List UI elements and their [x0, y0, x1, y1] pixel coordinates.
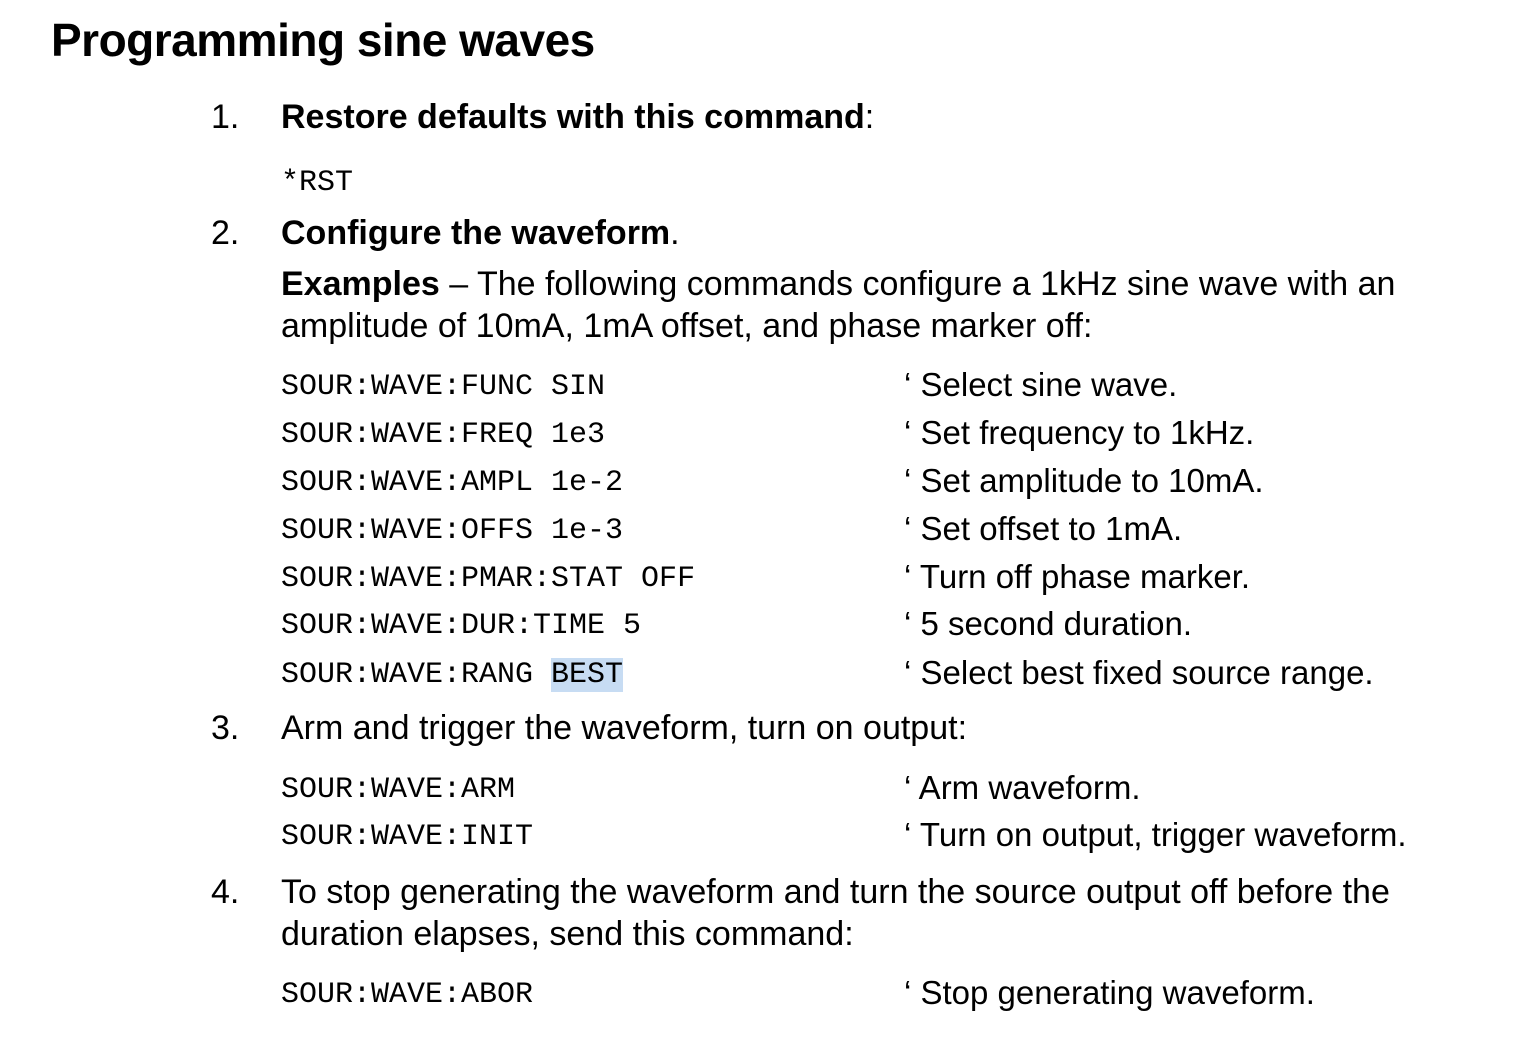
code-line-rang: SOUR:WAVE:RANG BEST — [281, 657, 624, 693]
code-line-freq: SOUR:WAVE:FREQ 1e3 — [281, 418, 606, 452]
code-rang-prefix: SOUR:WAVE:RANG — [281, 658, 552, 692]
step-3-text: Arm and trigger the waveform, turn on ou… — [281, 709, 968, 747]
comment-arm: ‘ Arm waveform. — [904, 769, 1141, 806]
step-2-bold-text: Configure the waveform — [281, 214, 671, 252]
code-line-pmar: SOUR:WAVE:PMAR:STAT OFF — [281, 562, 696, 596]
code-line-dur: SOUR:WAVE:DUR:TIME 5 — [281, 609, 642, 643]
selected-text-best[interactable]: BEST — [551, 658, 624, 692]
step-1-heading: Restore defaults with this command: — [281, 96, 874, 138]
code-line-abor: SOUR:WAVE:ABOR — [281, 978, 534, 1012]
code-line-arm: SOUR:WAVE:ARM — [281, 773, 516, 807]
code-line-init: SOUR:WAVE:INIT — [281, 820, 534, 854]
comment-abor: ‘ Stop generating waveform. — [904, 974, 1315, 1011]
code-line-func: SOUR:WAVE:FUNC SIN — [281, 370, 606, 404]
step-2-example-line-2: amplitude of 10mA, 1mA offset, and phase… — [281, 307, 1093, 345]
step-2-number: 2. — [211, 214, 240, 252]
step-1-bold-text: Restore defaults with this command — [281, 98, 865, 136]
comment-init: ‘ Turn on output, trigger waveform. — [904, 816, 1407, 853]
comment-ampl: ‘ Set amplitude to 10mA. — [904, 462, 1264, 499]
examples-description: – The following commands configure a 1kH… — [439, 265, 1396, 303]
step-4-text-line-1: To stop generating the waveform and turn… — [281, 873, 1390, 911]
comment-pmar: ‘ Turn off phase marker. — [904, 558, 1251, 595]
examples-label: Examples — [281, 265, 440, 303]
step-2-tail: . — [670, 214, 680, 252]
step-2-heading: Configure the waveform. — [281, 212, 680, 254]
step-4-text-line-2: duration elapses, send this command: — [281, 915, 854, 953]
step-4-number: 4. — [211, 873, 240, 911]
code-line-rst: *RST — [281, 166, 354, 200]
step-3-number: 3. — [211, 709, 240, 747]
step-1-tail: : — [864, 98, 875, 136]
code-line-offs: SOUR:WAVE:OFFS 1e-3 — [281, 514, 624, 548]
step-2-example-line-1: Examples – The following commands config… — [281, 263, 1395, 305]
comment-offs: ‘ Set offset to 1mA. — [904, 510, 1183, 547]
comment-rang: ‘ Select best fixed source range. — [904, 654, 1374, 691]
step-1-number: 1. — [211, 98, 240, 136]
comment-dur: ‘ 5 second duration. — [904, 605, 1193, 642]
page-title: Programming sine waves — [51, 14, 595, 66]
comment-func: ‘ Select sine wave. — [904, 366, 1178, 403]
comment-freq: ‘ Set frequency to 1kHz. — [904, 414, 1255, 451]
code-line-ampl: SOUR:WAVE:AMPL 1e-2 — [281, 466, 624, 500]
